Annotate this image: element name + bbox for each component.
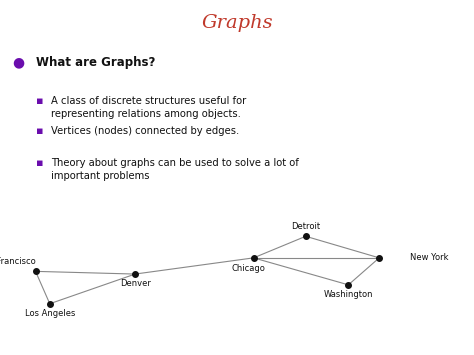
Text: ●: ● [12, 55, 24, 69]
Text: Denver: Denver [119, 279, 151, 288]
Text: Detroit: Detroit [291, 222, 320, 231]
Text: Vertices (nodes) connected by edges.: Vertices (nodes) connected by edges. [51, 126, 239, 136]
Text: A class of discrete structures useful for
representing relations among objects.: A class of discrete structures useful fo… [51, 96, 246, 119]
Text: Graphs: Graphs [201, 14, 273, 32]
Text: ▪: ▪ [36, 126, 43, 136]
Text: Los Angeles: Los Angeles [25, 309, 75, 318]
Text: Chicago: Chicago [232, 264, 266, 273]
Text: San Francisco: San Francisco [0, 257, 36, 266]
Text: Washington: Washington [324, 290, 373, 299]
Text: What are Graphs?: What are Graphs? [36, 56, 155, 69]
Text: New York: New York [410, 253, 448, 262]
Text: ▪: ▪ [36, 158, 43, 168]
Text: ▪: ▪ [36, 96, 43, 106]
Text: Theory about graphs can be used to solve a lot of
important problems: Theory about graphs can be used to solve… [51, 158, 299, 181]
